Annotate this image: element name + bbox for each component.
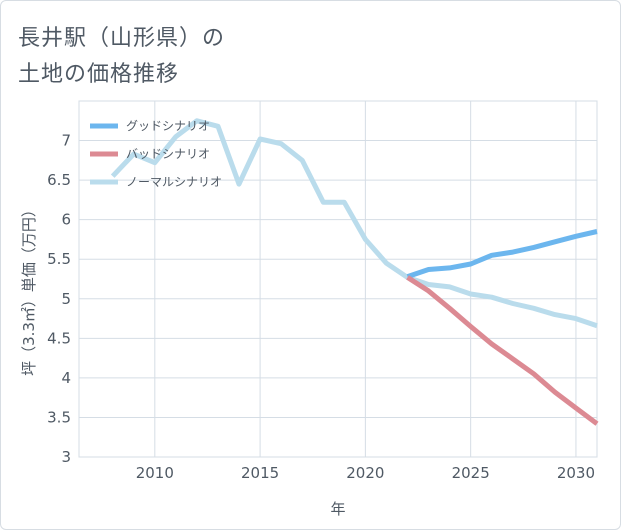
series-line-1 xyxy=(406,229,598,279)
x-tick-label: 2025 xyxy=(452,464,490,482)
legend-label: グッドシナリオ xyxy=(126,119,210,133)
y-axis-label: 坪（3.3㎡）単価（万円） xyxy=(20,202,38,376)
x-tick-label: 2020 xyxy=(346,464,384,482)
series-line-2 xyxy=(406,275,599,426)
y-tick-label: 5.5 xyxy=(47,250,71,268)
legend-label: ノーマルシナリオ xyxy=(126,175,222,189)
chart-title-line1: 長井駅（山形県）の xyxy=(18,26,226,51)
legend-label: バッドシナリオ xyxy=(126,147,210,161)
y-tick-label: 6 xyxy=(61,211,71,229)
series-line-3 xyxy=(110,118,598,329)
x-tick-label: 2030 xyxy=(557,464,595,482)
y-tick-label: 6.5 xyxy=(47,171,71,189)
y-tick-label: 7 xyxy=(61,132,71,150)
y-tick-label: 4.5 xyxy=(47,329,71,347)
x-tick-label: 2010 xyxy=(136,464,174,482)
y-tick-label: 5 xyxy=(61,290,71,308)
y-tick-label: 3 xyxy=(61,448,71,466)
y-tick-label: 4 xyxy=(61,369,71,387)
x-axis-label: 年 xyxy=(330,500,345,518)
x-tick-label: 2015 xyxy=(241,464,279,482)
chart-title-line2: 土地の価格推移 xyxy=(18,62,180,87)
y-tick-label: 3.5 xyxy=(47,408,71,426)
